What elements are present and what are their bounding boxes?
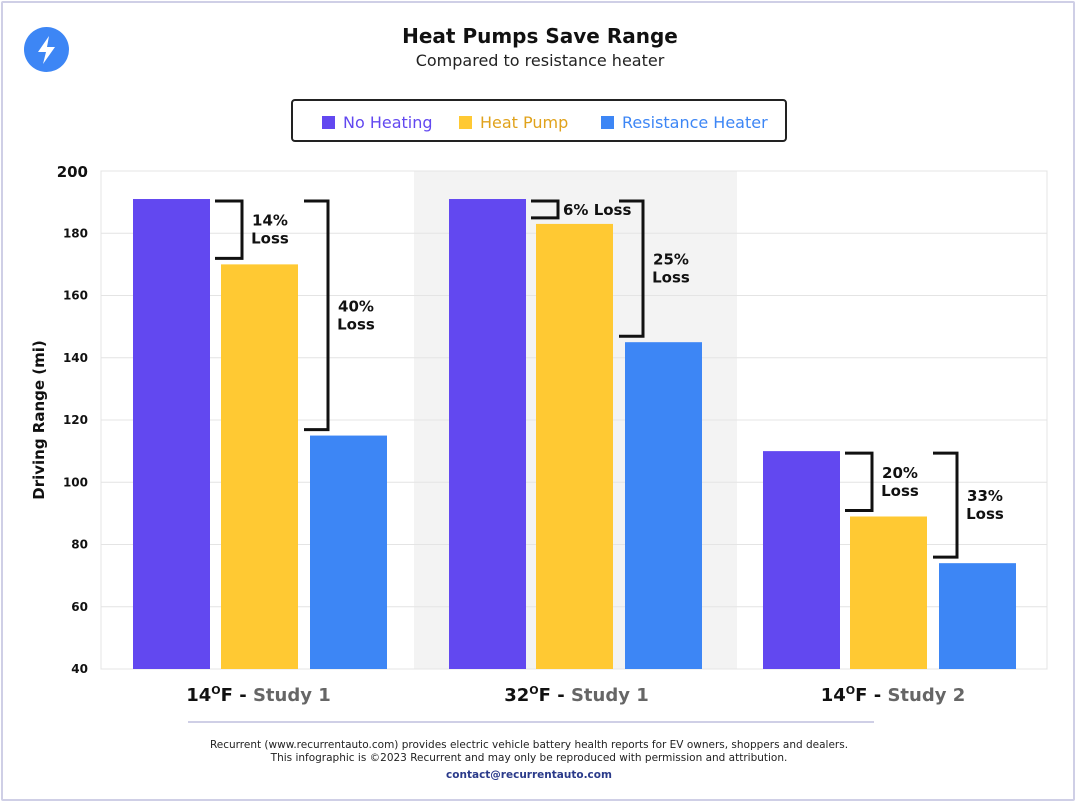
footer-description: Recurrent (www.recurrentauto.com) provid… bbox=[209, 739, 849, 751]
loss-percent-label: 25% bbox=[653, 251, 689, 269]
bar-resistance-heater bbox=[310, 435, 387, 669]
loss-bracket bbox=[531, 199, 560, 220]
footer-divider bbox=[188, 721, 874, 723]
footer-copyright: This infographic is ©2023 Recurrent and … bbox=[270, 752, 788, 764]
y-axis-label: Driving Range (mi) bbox=[30, 340, 48, 500]
y-tick-label: 40 bbox=[71, 662, 88, 676]
chart-legend: No Heating Heat Pump Resistance Heater bbox=[291, 99, 787, 142]
loss-word-label: Loss bbox=[652, 269, 690, 287]
loss-percent-label: 40% bbox=[338, 297, 374, 315]
y-tick-label: 140 bbox=[63, 351, 88, 365]
legend-item-resistance-heater: Resistance Heater bbox=[601, 113, 768, 132]
legend-item-no-heating: No Heating bbox=[322, 113, 433, 132]
loss-word-label: Loss bbox=[966, 505, 1004, 523]
loss-word-label: Loss bbox=[881, 482, 919, 500]
bar-resistance-heater bbox=[939, 563, 1016, 669]
footer-contact-link[interactable]: contact@recurrentauto.com bbox=[446, 769, 612, 781]
legend-swatch bbox=[322, 116, 335, 129]
recurrent-logo bbox=[24, 27, 69, 72]
legend-label: No Heating bbox=[343, 113, 433, 132]
x-category-label: 14OF - Study 1 bbox=[186, 684, 331, 706]
y-tick-label: 100 bbox=[63, 475, 88, 489]
bar-heat-pump bbox=[850, 516, 927, 669]
bar-heat-pump bbox=[536, 223, 613, 669]
loss-bracket bbox=[933, 451, 959, 559]
chart-title: Heat Pumps Save Range bbox=[402, 24, 678, 48]
y-tick-label: 160 bbox=[63, 289, 88, 303]
y-tick-label: 60 bbox=[71, 600, 88, 614]
loss-word-label: Loss bbox=[251, 230, 289, 248]
chart-subtitle: Compared to resistance heater bbox=[415, 51, 665, 70]
bar-resistance-heater bbox=[625, 342, 702, 669]
legend-swatch bbox=[459, 116, 472, 129]
loss-word-label: Loss bbox=[337, 315, 375, 333]
legend-item-heat-pump: Heat Pump bbox=[459, 113, 568, 132]
bar-heat-pump bbox=[221, 264, 298, 669]
x-category-label: 32OF - Study 1 bbox=[504, 684, 649, 706]
loss-percent-label: 33% bbox=[967, 487, 1003, 505]
loss-label: 6% Loss bbox=[563, 201, 631, 219]
bar-no-heating bbox=[133, 199, 210, 669]
legend-label: Resistance Heater bbox=[622, 113, 768, 132]
y-tick-label: 180 bbox=[63, 226, 88, 240]
bar-no-heating bbox=[763, 451, 840, 669]
lightning-bolt-icon bbox=[38, 36, 55, 64]
legend-label: Heat Pump bbox=[480, 113, 569, 132]
loss-percent-label: 20% bbox=[882, 464, 918, 482]
y-tick-label: 200 bbox=[57, 163, 88, 181]
y-tick-label: 120 bbox=[63, 413, 88, 427]
loss-bracket bbox=[304, 199, 330, 432]
loss-bracket bbox=[215, 199, 244, 260]
y-tick-label: 80 bbox=[71, 538, 88, 552]
legend-swatch bbox=[601, 116, 614, 129]
loss-bracket bbox=[619, 199, 645, 338]
bar-no-heating bbox=[449, 199, 526, 669]
loss-bracket bbox=[845, 451, 874, 512]
loss-percent-label: 14% bbox=[252, 212, 288, 230]
x-category-label: 14OF - Study 2 bbox=[821, 684, 966, 706]
